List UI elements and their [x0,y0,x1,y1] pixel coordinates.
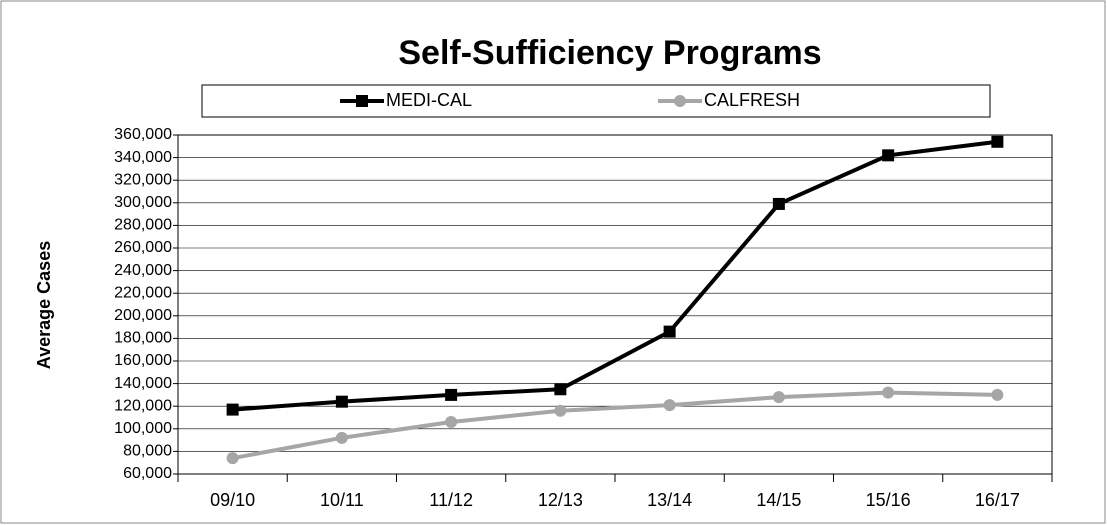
legend-label: MEDI-CAL [386,90,472,110]
marker [335,431,348,444]
chart-title: Self-Sufficiency Programs [398,34,821,72]
marker [226,452,239,465]
x-tick-label: 11/12 [429,490,473,510]
x-tick-label: 10/11 [320,490,364,510]
y-tick-label: 360,000 [114,126,172,143]
y-tick-label: 240,000 [114,262,172,279]
x-tick-label: 13/14 [647,490,692,510]
marker [445,388,458,401]
marker [772,197,785,210]
legend-box [201,84,991,118]
x-tick-label: 15/16 [866,490,911,510]
legend-label: CALFRESH [704,90,800,110]
marker [882,386,895,399]
series-line [232,390,998,461]
marker [991,135,1004,148]
marker [674,95,686,107]
y-tick-label: 120,000 [114,397,172,414]
y-tick-label: 160,000 [114,352,172,369]
series-line [232,139,998,412]
x-tick-label: 09/10 [210,490,255,510]
y-tick-label: 200,000 [114,307,172,324]
y-tick-label: 260,000 [114,239,172,256]
marker [554,383,567,396]
y-tick-label: 320,000 [114,171,172,188]
marker [554,404,567,417]
x-tick-label: 16/17 [975,490,1020,510]
marker [882,149,895,162]
y-tick-label: 180,000 [114,330,172,347]
y-axis-label: Average Cases [34,241,54,369]
plot-border [177,134,1053,475]
marker [772,391,785,404]
y-tick-label: 140,000 [114,375,172,392]
marker [356,95,368,107]
marker [445,416,458,429]
x-tick-label: 14/15 [756,490,801,510]
marker [335,395,348,408]
marker [226,403,239,416]
y-tick-label: 220,000 [114,284,172,301]
y-tick-label: 340,000 [114,149,172,166]
marker [663,325,676,338]
y-tick-label: 280,000 [114,217,172,234]
x-tick-label: 12/13 [538,490,583,510]
y-tick-label: 80,000 [123,443,172,460]
y-tick-label: 300,000 [114,194,172,211]
y-tick-label: 100,000 [114,420,172,437]
marker [991,388,1004,401]
marker [663,399,676,412]
y-tick-label: 60,000 [123,465,172,482]
